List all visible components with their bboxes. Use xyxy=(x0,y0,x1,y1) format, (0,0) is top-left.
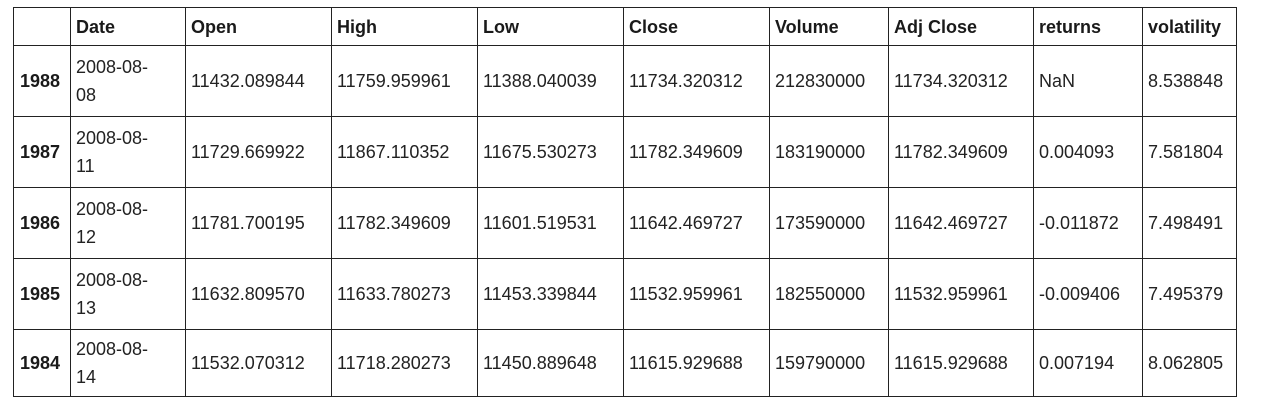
date-line-2: 13 xyxy=(76,294,185,322)
cell-volatility: 7.581804 xyxy=(1143,117,1237,188)
table-row: 1986 2008-08- 12 11781.700195 11782.34960… xyxy=(14,188,1237,259)
cell-high: 11633.780273 xyxy=(332,259,478,330)
cell-date: 2008-08- 11 xyxy=(71,117,186,188)
cell-adj-close: 11782.349609 xyxy=(889,117,1034,188)
cell-close: 11734.320312 xyxy=(624,46,770,117)
dataframe-table: Date Open High Low Close Volume Adj Clos… xyxy=(13,7,1237,397)
cell-returns: NaN xyxy=(1034,46,1143,117)
header-open: Open xyxy=(186,8,332,46)
table-row: 1984 2008-08- 14 11532.070312 11718.28027… xyxy=(14,330,1237,397)
row-index: 1987 xyxy=(14,117,71,188)
cell-open: 11532.070312 xyxy=(186,330,332,397)
cell-volume: 212830000 xyxy=(770,46,889,117)
header-adj-close: Adj Close xyxy=(889,8,1034,46)
header-volume: Volume xyxy=(770,8,889,46)
row-index: 1986 xyxy=(14,188,71,259)
date-line-1: 2008-08- xyxy=(76,266,185,294)
date-line-2: 14 xyxy=(76,363,185,391)
date-line-1: 2008-08- xyxy=(76,195,185,223)
cell-date: 2008-08- 14 xyxy=(71,330,186,397)
date-line-1: 2008-08- xyxy=(76,335,185,363)
cell-adj-close: 11615.929688 xyxy=(889,330,1034,397)
cell-low: 11450.889648 xyxy=(478,330,624,397)
cell-date: 2008-08- 08 xyxy=(71,46,186,117)
date-line-2: 12 xyxy=(76,223,185,251)
cell-date: 2008-08- 13 xyxy=(71,259,186,330)
cell-volatility: 7.495379 xyxy=(1143,259,1237,330)
cell-volume: 159790000 xyxy=(770,330,889,397)
date-line-1: 2008-08- xyxy=(76,53,185,81)
table-row: 1988 2008-08- 08 11432.089844 11759.95996… xyxy=(14,46,1237,117)
header-low: Low xyxy=(478,8,624,46)
cell-returns: 0.004093 xyxy=(1034,117,1143,188)
date-line-1: 2008-08- xyxy=(76,124,185,152)
cell-high: 11718.280273 xyxy=(332,330,478,397)
cell-open: 11632.809570 xyxy=(186,259,332,330)
cell-close: 11782.349609 xyxy=(624,117,770,188)
cell-adj-close: 11532.959961 xyxy=(889,259,1034,330)
cell-returns: -0.009406 xyxy=(1034,259,1143,330)
cell-low: 11601.519531 xyxy=(478,188,624,259)
cell-high: 11759.959961 xyxy=(332,46,478,117)
row-index: 1984 xyxy=(14,330,71,397)
cell-close: 11642.469727 xyxy=(624,188,770,259)
cell-high: 11867.110352 xyxy=(332,117,478,188)
cell-low: 11388.040039 xyxy=(478,46,624,117)
cell-volatility: 8.062805 xyxy=(1143,330,1237,397)
date-line-2: 11 xyxy=(76,152,185,180)
table-row: 1987 2008-08- 11 11729.669922 11867.11035… xyxy=(14,117,1237,188)
cell-adj-close: 11642.469727 xyxy=(889,188,1034,259)
cell-adj-close: 11734.320312 xyxy=(889,46,1034,117)
cell-low: 11675.530273 xyxy=(478,117,624,188)
cell-returns: -0.011872 xyxy=(1034,188,1143,259)
cell-volume: 183190000 xyxy=(770,117,889,188)
date-line-2: 08 xyxy=(76,81,185,109)
header-index xyxy=(14,8,71,46)
header-volatility: volatility xyxy=(1143,8,1237,46)
cell-volume: 173590000 xyxy=(770,188,889,259)
table-row: 1985 2008-08- 13 11632.809570 11633.78027… xyxy=(14,259,1237,330)
cell-returns: 0.007194 xyxy=(1034,330,1143,397)
cell-open: 11781.700195 xyxy=(186,188,332,259)
cell-low: 11453.339844 xyxy=(478,259,624,330)
row-index: 1988 xyxy=(14,46,71,117)
cell-close: 11532.959961 xyxy=(624,259,770,330)
cell-open: 11432.089844 xyxy=(186,46,332,117)
cell-close: 11615.929688 xyxy=(624,330,770,397)
cell-high: 11782.349609 xyxy=(332,188,478,259)
cell-date: 2008-08- 12 xyxy=(71,188,186,259)
header-returns: returns xyxy=(1034,8,1143,46)
row-index: 1985 xyxy=(14,259,71,330)
cell-volatility: 8.538848 xyxy=(1143,46,1237,117)
cell-volume: 182550000 xyxy=(770,259,889,330)
cell-volatility: 7.498491 xyxy=(1143,188,1237,259)
header-date: Date xyxy=(71,8,186,46)
cell-open: 11729.669922 xyxy=(186,117,332,188)
header-row: Date Open High Low Close Volume Adj Clos… xyxy=(14,8,1237,46)
header-close: Close xyxy=(624,8,770,46)
header-high: High xyxy=(332,8,478,46)
